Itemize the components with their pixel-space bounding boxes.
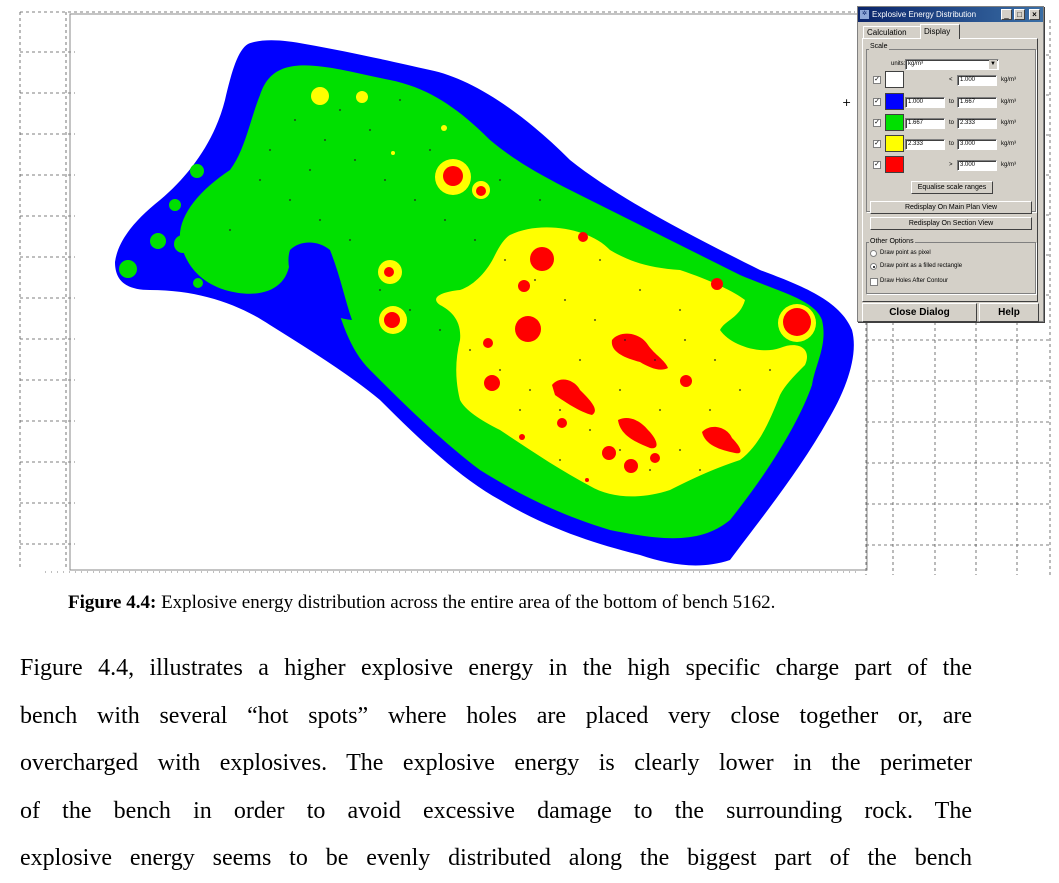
paragraph-line: bench with several “hot spots” where hol…	[20, 702, 972, 729]
scale-row-high[interactable]: 1.667	[957, 97, 997, 108]
scale-row-swatch[interactable]	[885, 135, 904, 152]
close-icon[interactable]: ×	[1029, 9, 1040, 20]
scale-row-sep: to	[949, 99, 955, 105]
scale-row-checkbox[interactable]: ✓	[873, 76, 881, 84]
scale-row-high[interactable]: 1.000	[957, 75, 997, 86]
draw-holes-label: Draw Holes After Contour	[880, 278, 949, 284]
draw-holes-checkbox[interactable]	[870, 278, 878, 286]
app-icon: ✲	[860, 10, 869, 19]
redisplay-plan-button[interactable]: Redisplay On Main Plan View	[870, 201, 1032, 214]
help-button[interactable]: Help	[979, 303, 1039, 322]
paragraph-line: overcharged with explosives. The explosi…	[20, 750, 972, 776]
paragraph-line: Figure 4.4, illustrates a higher explosi…	[20, 655, 972, 681]
scale-row-swatch[interactable]	[885, 93, 904, 110]
scale-row-checkbox[interactable]: ✓	[873, 119, 881, 127]
scale-row-high[interactable]: 2.333	[957, 118, 997, 129]
svg-text:+: +	[842, 96, 851, 109]
energy-contour-plot: +	[19, 11, 1051, 575]
scale-row-checkbox[interactable]: ✓	[873, 98, 881, 106]
caption-text: Explosive energy distribution across the…	[156, 592, 776, 613]
drillholes	[229, 99, 771, 471]
scale-row-sep: >	[949, 162, 953, 168]
scale-row-swatch[interactable]	[885, 71, 904, 88]
radio-rect-label: Draw point as a filled rectangle	[880, 263, 963, 269]
scale-row-high[interactable]: 3.000	[957, 160, 997, 171]
scale-row-swatch[interactable]	[885, 156, 904, 173]
scale-row-checkbox[interactable]: ✓	[873, 140, 881, 148]
scale-group-label: Scale	[869, 43, 889, 50]
minimize-icon[interactable]: _	[1001, 9, 1012, 20]
scale-row-swatch[interactable]	[885, 114, 904, 131]
other-options-group	[866, 242, 1036, 294]
hot-spots	[384, 166, 811, 482]
display-panel: Scale units: kg/m³ ▼ ✓ < 1.000 kg/m³ ✓ 1…	[862, 38, 1038, 302]
close-dialog-button[interactable]: Close Dialog	[862, 303, 977, 322]
scale-row-unit: kg/m³	[1001, 77, 1016, 83]
scale-row-high[interactable]: 3.000	[957, 139, 997, 150]
scale-row-unit: kg/m³	[1001, 141, 1016, 147]
scale-row-sep: to	[949, 120, 955, 126]
radio-pixel-label: Draw point as pixel	[880, 250, 931, 256]
scale-row-low[interactable]: 1.000	[905, 97, 945, 108]
figure: +	[19, 6, 1051, 575]
tab-display[interactable]: Display	[920, 24, 960, 39]
scale-row-sep: <	[949, 77, 953, 83]
scale-row-checkbox[interactable]: ✓	[873, 161, 881, 169]
radio-pixel[interactable]	[870, 250, 877, 257]
paragraph-line: explosive energy seems to be evenly dist…	[20, 845, 972, 871]
scale-row-sep: to	[949, 141, 955, 147]
paragraph-line: of the bench in order to avoid excessive…	[20, 797, 972, 824]
radio-filled-rectangle[interactable]	[870, 263, 877, 270]
units-label: units:	[891, 61, 906, 67]
units-select[interactable]: kg/m³ ▼	[905, 59, 999, 70]
redisplay-section-button[interactable]: Redisplay On Section View	[870, 217, 1032, 230]
explosive-energy-dialog: ✲ Explosive Energy Distribution _ □ × Ca…	[857, 6, 1044, 322]
units-value: kg/m³	[908, 61, 923, 67]
figure-caption: Figure 4.4: Explosive energy distributio…	[68, 592, 968, 614]
dialog-title: Explosive Energy Distribution	[872, 10, 977, 19]
scale-row-low[interactable]: 2.333	[905, 139, 945, 150]
chevron-down-icon[interactable]: ▼	[989, 60, 997, 69]
scale-row-low[interactable]: 1.667	[905, 118, 945, 129]
dialog-titlebar[interactable]: ✲ Explosive Energy Distribution _ □ ×	[858, 7, 1043, 22]
caption-label: Figure 4.4:	[68, 592, 157, 613]
equalise-button[interactable]: Equalise scale ranges	[911, 181, 993, 194]
maximize-icon[interactable]: □	[1014, 9, 1025, 20]
scale-row-unit: kg/m³	[1001, 120, 1016, 126]
scale-row-unit: kg/m³	[1001, 99, 1016, 105]
blue-inlet	[288, 242, 352, 320]
scale-row-unit: kg/m³	[1001, 162, 1016, 168]
body-paragraph: Figure 4.4, illustrates a higher explosi…	[20, 645, 972, 883]
other-options-label: Other Options	[869, 238, 915, 245]
